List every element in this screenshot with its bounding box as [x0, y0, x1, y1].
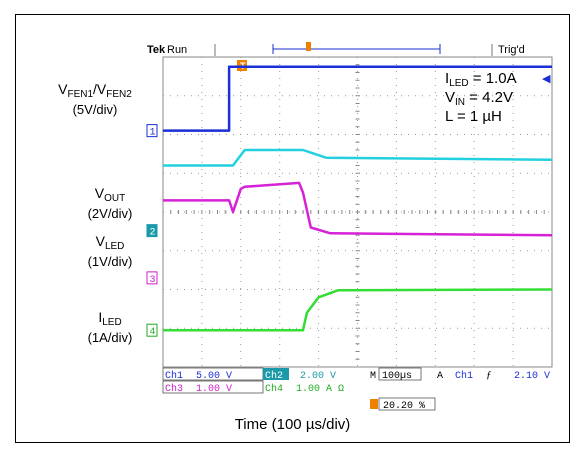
label-vout-scale: (2V/div) [87, 206, 133, 221]
readout-ch4-val: 1.00 A Ω [296, 384, 344, 395]
channel-marker-label-1: 1 [150, 128, 156, 139]
channel-marker-label-2: 2 [150, 228, 156, 239]
readout-trig-ch: Ch1 [455, 370, 473, 382]
channel-marker-2 [146, 224, 158, 238]
readout-ch2-val: 2.00 V [300, 371, 336, 382]
readout-timebase: 100µs [382, 371, 412, 382]
run-status: Run [167, 44, 187, 56]
readout-trig-level: 2.10 V [514, 371, 550, 382]
channel-marker-label-4: 4 [150, 327, 156, 338]
trigger-pos-box [378, 397, 436, 411]
readout-box-ch3 [162, 380, 264, 394]
label-vfen: VFEN1/VFEN2 (5V/div) [40, 82, 150, 118]
trig-status: Trig'd [498, 44, 525, 56]
channel-marker-3 [146, 271, 158, 285]
readout-ch3: Ch3 [165, 383, 183, 395]
tek-brand: Tek [147, 44, 166, 56]
label-vled-scale: (1V/div) [87, 254, 133, 269]
readout-ch4: Ch4 [265, 383, 283, 395]
trace-ch3 [163, 181, 553, 237]
graticule-grid [162, 56, 553, 368]
readout-timebase-box [378, 367, 422, 381]
readout-ch2: Ch2 [265, 370, 283, 382]
annotation-vin: VIN = 4.2V [445, 89, 513, 109]
annotation-iled: ILED = 1.0A [445, 70, 517, 90]
trace-ch2 [163, 148, 553, 167]
x-axis-label: Time (100 µs/div) [234, 416, 351, 433]
channel-markers: 1 2 3 4 [146, 124, 158, 338]
figure-frame [15, 14, 570, 443]
readout-m: M [370, 371, 376, 382]
readout-slope: ƒ [486, 369, 492, 381]
label-iled: ILED (1A/div) [70, 310, 150, 346]
annotation-inductor: L = 1 µH [445, 108, 502, 125]
channel-marker-1 [146, 124, 158, 138]
readout-ch1-val: 5.00 V [196, 371, 232, 382]
record-marker [306, 42, 311, 51]
readout-a: A [437, 371, 443, 382]
trigger-pos: 20.20 % [383, 401, 425, 412]
label-vfen-scale: (5V/div) [72, 102, 118, 117]
readout-ch3-val: 1.00 V [196, 384, 232, 395]
channel-marker-label-3: 3 [150, 275, 156, 286]
waveform-traces [163, 65, 553, 332]
label-iled-scale: (1A/div) [87, 330, 133, 345]
label-vled: VLED (1V/div) [70, 234, 150, 270]
readout-ch2-tag [263, 368, 289, 380]
readout-ch1: Ch1 [165, 370, 183, 382]
ch1-level-arrow: ◀ [542, 73, 551, 85]
channel-marker-4 [146, 323, 158, 337]
trace-ch1 [163, 65, 552, 132]
trigger-pos-tag [370, 399, 378, 409]
trace-ch4 [163, 288, 553, 332]
label-vout: VOUT (2V/div) [70, 186, 150, 222]
